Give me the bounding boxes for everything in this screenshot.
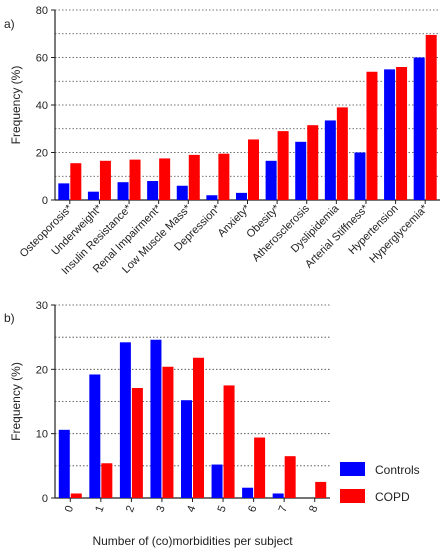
b-x-tick-label: 5 bbox=[216, 504, 229, 514]
a-bar-copd bbox=[396, 67, 408, 200]
b-x-tick-label: 6 bbox=[246, 504, 259, 514]
a-bar-copd bbox=[425, 34, 437, 200]
b-y-tick-label: 30 bbox=[36, 300, 48, 312]
a-bar-controls bbox=[384, 69, 396, 200]
b-x-tick-label: 3 bbox=[154, 504, 167, 514]
a-bar-controls bbox=[236, 192, 247, 200]
b-x-tick-label: 8 bbox=[307, 504, 320, 514]
a-y-tick-label: 0 bbox=[42, 195, 48, 207]
b-bar-copd bbox=[131, 387, 143, 498]
a-bar-copd bbox=[70, 163, 82, 200]
b-x-tick-label: 2 bbox=[124, 504, 137, 514]
b-bar-controls bbox=[242, 487, 254, 498]
b-panel-label: b) bbox=[4, 311, 15, 325]
b-bar-controls bbox=[58, 429, 70, 498]
b-bar-copd bbox=[315, 481, 327, 498]
a-y-tick-label: 60 bbox=[36, 53, 48, 65]
a-bar-copd bbox=[366, 71, 378, 200]
b-y-tick-label: 20 bbox=[36, 364, 48, 376]
a-bar-controls bbox=[206, 195, 218, 200]
b-bar-copd bbox=[223, 385, 235, 498]
a-bar-copd bbox=[336, 107, 348, 200]
b-bar-controls bbox=[211, 464, 223, 498]
a-bar-controls bbox=[58, 183, 70, 200]
b-bar-copd bbox=[162, 366, 174, 498]
a-bar-controls bbox=[413, 57, 425, 200]
b-bar-controls bbox=[272, 493, 284, 498]
b-y-tick-label: 10 bbox=[36, 429, 48, 441]
b-bar-copd bbox=[70, 493, 82, 498]
b-bar-copd bbox=[193, 357, 204, 498]
b-x-tick-label: 4 bbox=[185, 504, 198, 514]
b-bar-copd bbox=[101, 463, 113, 498]
b-x-tick-label: 1 bbox=[93, 504, 106, 514]
b-bar-copd bbox=[254, 437, 266, 498]
legend: Controls COPD bbox=[340, 462, 420, 504]
a-bar-controls bbox=[295, 141, 307, 200]
a-bar-controls bbox=[176, 185, 188, 200]
a-bar-controls bbox=[147, 181, 159, 200]
b-x-axis-label: Number of (co)morbidities per subject bbox=[92, 534, 293, 548]
a-y-tick-label: 80 bbox=[36, 5, 48, 17]
a-bar-controls bbox=[265, 160, 277, 200]
a-y-tick-label: 20 bbox=[36, 148, 48, 160]
a-bar-controls bbox=[324, 120, 336, 200]
a-y-tick-label: 40 bbox=[36, 100, 48, 112]
a-bar-copd bbox=[188, 154, 200, 200]
b-bar-controls bbox=[89, 374, 101, 498]
a-bar-controls bbox=[87, 191, 99, 200]
a-y-axis-label: Frequency (%) bbox=[9, 66, 23, 145]
b-y-tick-label: 0 bbox=[42, 493, 48, 505]
legend-label-copd: COPD bbox=[375, 490, 410, 504]
legend-label-controls: Controls bbox=[375, 463, 420, 477]
a-bar-controls bbox=[354, 152, 366, 200]
b-x-tick-label: 0 bbox=[63, 504, 76, 514]
a-bar-copd bbox=[277, 131, 289, 200]
a-bar-copd bbox=[248, 139, 259, 200]
b-x-tick-label: 7 bbox=[277, 504, 290, 514]
a-bar-copd bbox=[129, 159, 141, 200]
a-panel-label: a) bbox=[4, 17, 15, 31]
legend-swatch-controls bbox=[340, 462, 365, 476]
a-bar-controls bbox=[117, 182, 129, 200]
a-bar-copd bbox=[307, 125, 319, 200]
b-bar-controls bbox=[181, 400, 192, 498]
b-y-axis-label: Frequency (%) bbox=[9, 362, 23, 441]
a-bar-copd bbox=[218, 153, 230, 200]
b-bar-copd bbox=[284, 456, 296, 498]
b-bar-controls bbox=[150, 339, 162, 498]
panel-b-chart: b) 0 10 20 30 Frequency (%) 0 1 2 3 4 5 6 7 8 Number of… bbox=[4, 300, 330, 548]
legend-swatch-copd bbox=[340, 489, 365, 503]
b-bar-controls bbox=[119, 342, 131, 498]
a-bar-copd bbox=[99, 160, 111, 200]
a-bar-copd bbox=[159, 158, 171, 200]
